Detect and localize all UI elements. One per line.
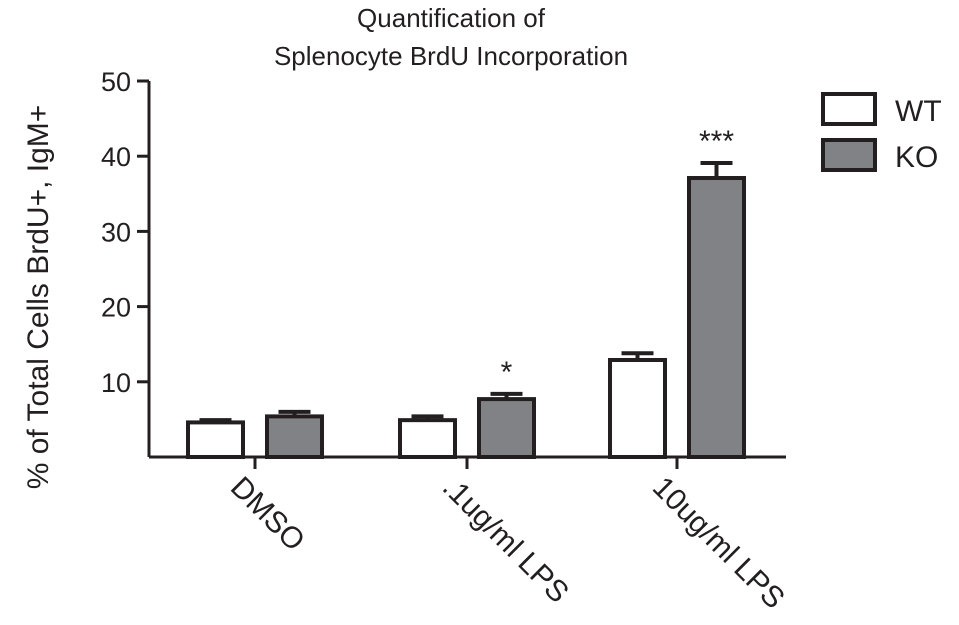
y-axis-label: % of Total Cells BrdU+, IgM+ bbox=[22, 105, 55, 490]
legend-swatch-wt bbox=[821, 92, 877, 126]
y-tick-label: 40 bbox=[101, 142, 131, 172]
chart-title-line-1: Quantification of bbox=[357, 3, 546, 33]
legend-label-wt: WT bbox=[895, 95, 942, 128]
y-axis: 10 20 30 40 50 bbox=[101, 67, 151, 457]
legend-swatch-ko bbox=[821, 138, 877, 172]
x-tick-label: 10ug/ml LPS bbox=[646, 471, 791, 616]
bar-wt bbox=[186, 420, 245, 459]
chart-title-line-2: Splenocyte BrdU Incorporation bbox=[274, 41, 628, 71]
bar-ko bbox=[265, 414, 324, 459]
bar-wt bbox=[398, 418, 457, 460]
y-tick-label: 20 bbox=[101, 293, 131, 323]
x-axis: DMSO .1ug/ml LPS 10ug/ml LPS bbox=[149, 455, 791, 616]
x-tick-label: DMSO bbox=[224, 471, 311, 558]
x-tick-label: .1ug/ml LPS bbox=[436, 471, 575, 610]
significance-label: *** bbox=[699, 125, 734, 158]
y-tick-label: 10 bbox=[101, 368, 131, 398]
bars-group bbox=[186, 176, 746, 460]
bar-ko bbox=[687, 176, 746, 459]
bar-ko bbox=[477, 397, 536, 460]
legend: WT KO bbox=[821, 92, 942, 174]
significance-annotations: **** bbox=[501, 125, 735, 389]
legend-label-ko: KO bbox=[895, 141, 938, 174]
y-tick-label: 50 bbox=[101, 67, 131, 97]
y-tick-label: 30 bbox=[101, 217, 131, 247]
significance-label: * bbox=[501, 356, 513, 389]
error-bars-group bbox=[199, 160, 733, 423]
bar-wt bbox=[608, 357, 667, 460]
